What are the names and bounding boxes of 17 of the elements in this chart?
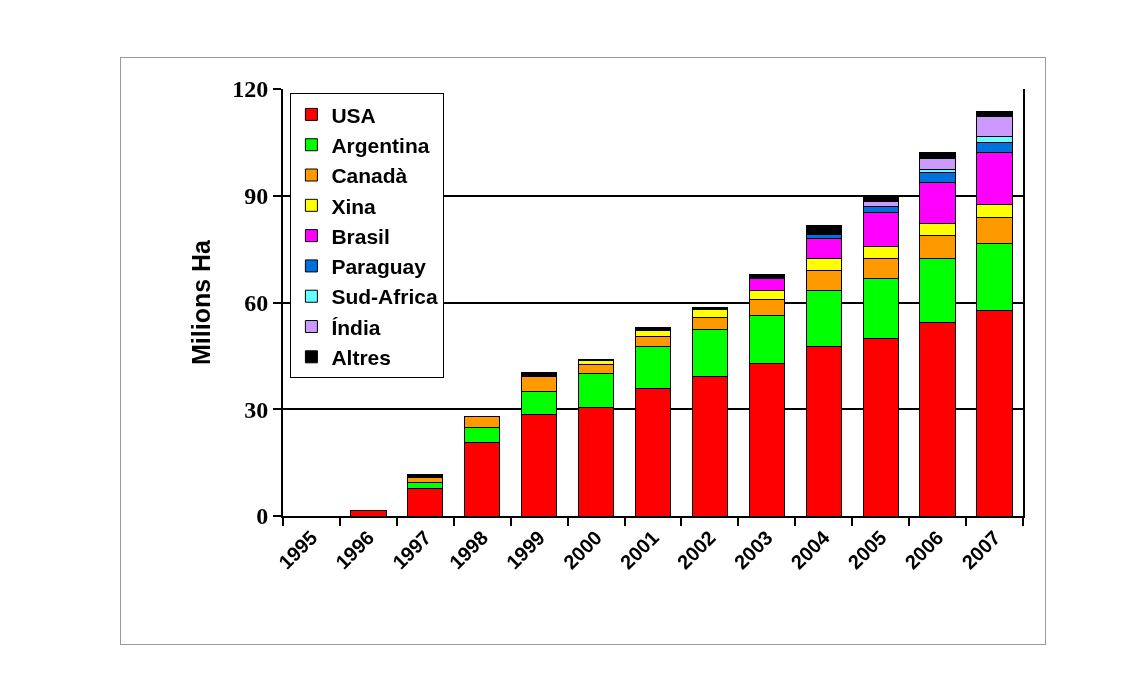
y-tick-label: 90 (244, 183, 269, 210)
legend-label: Argentina (331, 133, 430, 157)
y-axis-title: Milions Ha (187, 238, 216, 366)
y-tick-label: 120 (232, 76, 269, 103)
legend-label: Brasil (331, 224, 390, 248)
legend-label: Altres (331, 346, 391, 370)
legend-label: Canadà (331, 164, 408, 188)
legend-label: Paraguay (331, 255, 427, 279)
legend-label: Xina (331, 194, 377, 218)
y-tick-label: 60 (244, 289, 269, 316)
y-tick-label: 30 (244, 396, 269, 423)
bar (805, 224, 842, 236)
bar (407, 474, 444, 479)
legend-label: Sud-Africa (331, 285, 438, 309)
legend-label: USA (331, 103, 376, 127)
y-tick-label: 0 (256, 503, 269, 530)
legend-label: Índia (331, 315, 381, 339)
